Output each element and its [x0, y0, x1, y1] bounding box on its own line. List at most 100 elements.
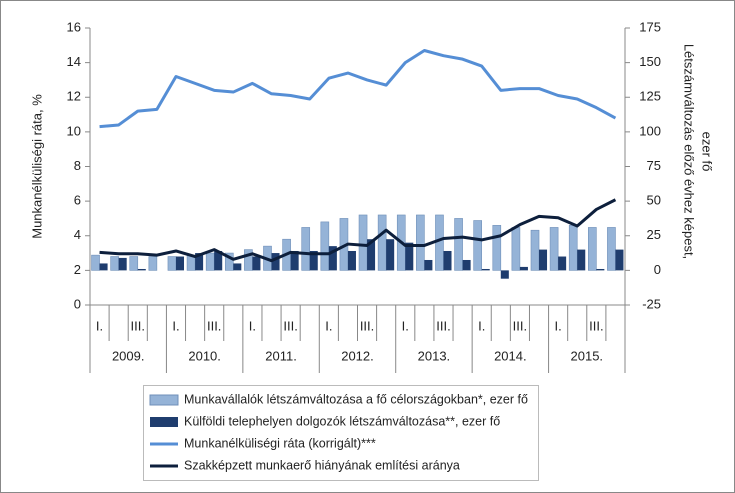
bar: [328, 246, 337, 271]
year-label: 2014.: [494, 348, 527, 363]
year-label: 2010.: [188, 348, 221, 363]
x-tick-label: III.: [360, 318, 374, 333]
bar: [358, 214, 368, 271]
bar: [377, 214, 387, 271]
y-tick-label: 14: [67, 54, 81, 69]
bar: [435, 214, 444, 271]
bar: [462, 259, 471, 271]
x-tick-label: III.: [131, 318, 145, 333]
bar: [596, 268, 605, 271]
x-tick-label: I.: [478, 318, 485, 333]
bar: [405, 242, 414, 271]
x-tick-label: III.: [513, 318, 527, 333]
x-tick-label: III.: [283, 318, 297, 333]
bar: [167, 256, 177, 271]
bar: [252, 256, 261, 271]
bar: [347, 250, 356, 271]
bar: [500, 270, 509, 279]
legend-box: [143, 385, 539, 481]
bar: [129, 256, 139, 271]
bar: [549, 227, 559, 271]
y2-tick-label: 175: [639, 19, 661, 34]
bar: [511, 227, 521, 271]
bar: [530, 229, 540, 271]
year-label: 2012.: [341, 348, 374, 363]
y-tick-label: 16: [67, 19, 81, 34]
bar: [99, 263, 108, 271]
year-label: 2011.: [265, 348, 297, 363]
bar: [588, 227, 597, 271]
bar: [568, 225, 578, 271]
y-tick-label: 0: [74, 296, 81, 311]
year-label: 2013.: [418, 348, 451, 363]
bar: [367, 239, 376, 271]
y2-tick-label: 25: [647, 227, 661, 242]
bar: [577, 249, 586, 271]
y2-tick-label: 100: [639, 123, 661, 138]
y-tick-label: 4: [74, 227, 81, 242]
bar: [301, 227, 311, 271]
y-axis-label: Munkanélküliségi ráta, %: [29, 94, 44, 239]
bar: [214, 250, 223, 271]
bar: [271, 253, 280, 271]
y-tick-label: 8: [74, 158, 81, 173]
bar: [386, 239, 395, 271]
bar: [492, 225, 502, 271]
bar: [290, 250, 299, 271]
y-tick-label: 10: [67, 123, 81, 138]
bar: [137, 268, 146, 271]
bar: [473, 220, 482, 271]
y2-tick-label: 75: [647, 158, 661, 173]
bar: [195, 253, 204, 271]
bar: [454, 218, 463, 271]
bar: [233, 263, 242, 271]
year-label: 2015.: [571, 348, 604, 363]
bar: [148, 256, 158, 271]
x-tick-label: I.: [96, 318, 103, 333]
x-tick-label: I.: [325, 318, 332, 333]
bar: [110, 256, 119, 271]
bar: [539, 249, 548, 271]
bar: [118, 257, 127, 271]
bar: [175, 256, 185, 271]
legend-swatch: [150, 417, 178, 427]
bar: [320, 221, 330, 271]
bar: [558, 256, 567, 271]
x-tick-label: III.: [207, 318, 221, 333]
bar: [607, 227, 616, 271]
bar: [91, 254, 100, 271]
x-tick-label: I.: [249, 318, 256, 333]
bar: [519, 266, 528, 271]
y2-tick-label: 0: [654, 262, 661, 277]
legend-swatch: [149, 394, 179, 406]
legend-label: Munkavállalók létszámváltozása a fő célo…: [184, 392, 528, 406]
bar: [309, 250, 318, 271]
x-tick-label: III.: [436, 318, 450, 333]
x-tick-label: I.: [172, 318, 179, 333]
x-tick-label: I.: [555, 318, 562, 333]
bar: [615, 249, 624, 271]
bar: [443, 250, 452, 271]
y-tick-label: 6: [74, 193, 81, 208]
legend-label: Szakképzett munkaerő hiányának említési …: [184, 458, 460, 472]
y-tick-label: 12: [67, 89, 81, 104]
y2-tick-label: 150: [639, 54, 661, 69]
year-label: 2009.: [112, 348, 145, 363]
x-tick-label: III.: [589, 318, 603, 333]
bar: [424, 259, 433, 271]
bar: [416, 214, 425, 271]
y2-axis-label: ezer fő: [700, 132, 715, 172]
line-series: [99, 198, 617, 263]
legend-label: Külföldi telephelyen dolgozók létszámvál…: [184, 414, 500, 428]
bar: [481, 268, 490, 271]
line-series: [99, 49, 617, 129]
y2-tick-label: 50: [647, 193, 661, 208]
y2-tick-label: -25: [642, 296, 661, 311]
bar: [205, 252, 215, 271]
y-tick-label: 2: [74, 262, 81, 277]
x-tick-label: I.: [402, 318, 409, 333]
bar: [224, 252, 234, 271]
legend-label: Munkanélküliségi ráta (korrigált)***: [184, 436, 376, 450]
y2-tick-label: 125: [639, 89, 661, 104]
